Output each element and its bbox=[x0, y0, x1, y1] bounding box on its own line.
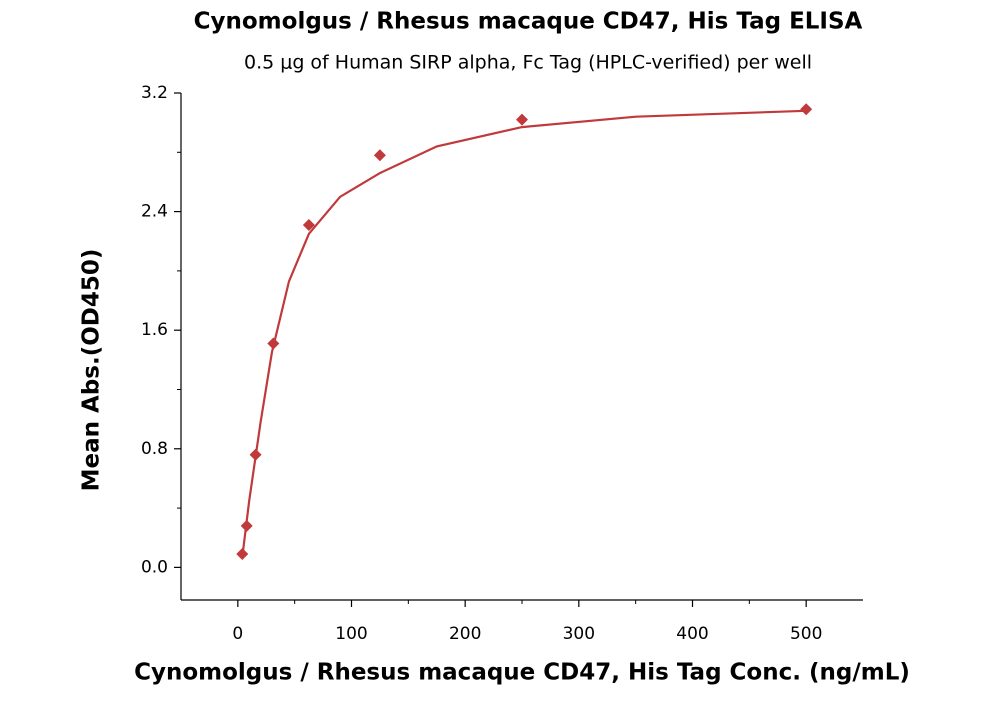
data-point bbox=[236, 548, 249, 561]
y-tick-label: 1.6 bbox=[141, 320, 168, 340]
data-point bbox=[249, 448, 262, 461]
y-tick-label: 2.4 bbox=[141, 202, 168, 222]
chart-subtitle: 0.5 μg of Human SIRP alpha, Fc Tag (HPLC… bbox=[244, 52, 812, 74]
y-tick-label: 3.2 bbox=[141, 83, 168, 103]
x-tick-label: 400 bbox=[676, 624, 708, 644]
data-point bbox=[516, 113, 528, 126]
y-tick-label: 0.0 bbox=[141, 557, 168, 577]
data-point bbox=[240, 519, 253, 532]
x-tick-label: 500 bbox=[790, 624, 822, 644]
x-tick-label: 300 bbox=[563, 624, 595, 644]
y-axis-label: Mean Abs.(OD450) bbox=[79, 249, 105, 492]
chart-title: Cynomolgus / Rhesus macaque CD47, His Ta… bbox=[194, 9, 863, 35]
data-point bbox=[800, 103, 813, 116]
data-point bbox=[267, 337, 280, 350]
x-tick-label: 200 bbox=[449, 624, 481, 644]
data-point bbox=[302, 218, 315, 231]
x-tick-label: 100 bbox=[335, 624, 367, 644]
fit-curve bbox=[241, 109, 807, 558]
data-point bbox=[373, 149, 386, 162]
x-tick-label: 0 bbox=[232, 624, 243, 644]
y-tick-label: 0.8 bbox=[141, 439, 168, 459]
x-axis-label: Cynomolgus / Rhesus macaque CD47, His Ta… bbox=[134, 660, 910, 686]
